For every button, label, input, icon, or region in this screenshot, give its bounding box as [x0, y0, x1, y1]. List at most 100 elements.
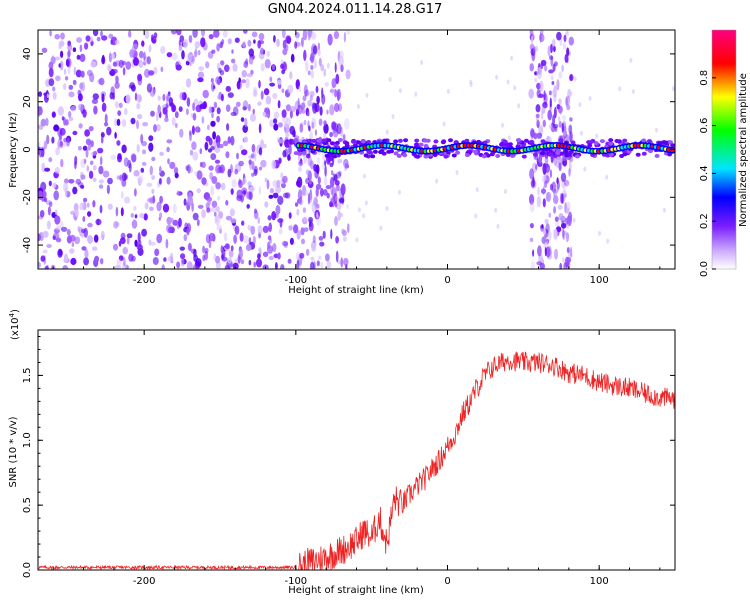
burst-speck	[553, 45, 556, 53]
noise-speck	[188, 35, 193, 43]
noise-speck	[202, 89, 209, 99]
noise-speck	[277, 195, 284, 205]
noise-speck	[55, 225, 61, 231]
burst-speck	[567, 88, 572, 99]
noise-speck	[257, 217, 261, 224]
burst-speck	[326, 109, 329, 115]
noise-speck	[100, 258, 104, 265]
burst-speck	[549, 169, 553, 179]
noise-speck	[162, 203, 170, 213]
noise-speck	[146, 56, 151, 65]
burst-speck	[540, 30, 544, 36]
noise-speck	[137, 177, 142, 186]
noise-speck	[92, 165, 97, 171]
faint-speck	[435, 178, 439, 184]
burst-speck	[559, 262, 563, 269]
noise-speck	[216, 115, 221, 123]
burst-speck	[302, 95, 307, 102]
noise-speck	[267, 215, 272, 221]
noise-speck	[143, 213, 148, 221]
noise-speck	[196, 188, 201, 194]
burst-speck	[552, 39, 556, 47]
burst-speck	[561, 223, 567, 229]
noise-speck	[86, 165, 90, 172]
heatmap-x-tick-label: -200	[133, 275, 156, 286]
noise-speck	[186, 108, 189, 116]
burst-speck	[302, 207, 306, 213]
noise-speck	[46, 220, 52, 230]
noise-speck	[57, 140, 61, 150]
noise-speck	[38, 233, 42, 242]
noise-speck	[45, 264, 49, 269]
burst-speck	[320, 187, 324, 197]
snr-x-tick-label: -200	[133, 576, 156, 587]
noise-speck	[146, 83, 152, 93]
burst-speck	[536, 114, 539, 125]
noise-speck	[214, 159, 221, 164]
noise-speck	[251, 160, 255, 171]
band-speck	[510, 153, 516, 158]
burst-speck	[323, 120, 327, 126]
noise-speck	[156, 124, 161, 132]
noise-speck	[68, 179, 75, 184]
burst-speck	[529, 223, 534, 229]
noise-speck	[116, 118, 121, 126]
faint-speck	[631, 89, 635, 95]
noise-speck	[92, 93, 100, 100]
burst-speck	[529, 63, 534, 72]
noise-speck	[69, 234, 76, 242]
noise-speck	[60, 50, 64, 58]
burst-speck	[309, 90, 315, 97]
burst-speck	[295, 252, 301, 261]
noise-speck	[258, 247, 262, 253]
noise-speck	[112, 69, 118, 74]
burst-speck	[331, 121, 337, 131]
band-speck	[448, 138, 453, 143]
noise-speck	[55, 147, 60, 156]
noise-speck	[260, 47, 264, 55]
band-speck	[608, 138, 614, 143]
faint-speck	[475, 187, 479, 193]
noise-speck	[208, 106, 213, 114]
noise-speck	[247, 103, 251, 112]
faint-speck	[362, 173, 366, 179]
snr-y-tick-label: 1.5	[22, 367, 33, 383]
noise-speck	[49, 30, 52, 37]
noise-speck	[281, 88, 285, 93]
noise-speck	[253, 86, 258, 94]
burst-speck	[310, 69, 315, 79]
noise-speck	[130, 213, 134, 218]
noise-speck	[231, 58, 236, 64]
noise-speck	[227, 168, 232, 178]
noise-speck	[192, 212, 199, 221]
noise-speck	[52, 92, 57, 100]
noise-speck	[278, 228, 283, 235]
band-speck	[344, 141, 350, 146]
noise-speck	[118, 255, 124, 262]
noise-speck	[107, 65, 112, 72]
noise-speck	[136, 102, 141, 110]
snr-x-label: Height of straight line (km)	[288, 585, 424, 596]
noise-speck	[156, 112, 159, 122]
burst-speck	[337, 210, 341, 222]
noise-speck	[166, 139, 173, 144]
heatmap-y-label: Frequency (Hz)	[8, 112, 19, 188]
burst-speck	[536, 196, 542, 208]
burst-speck	[315, 164, 320, 175]
burst-speck	[340, 257, 344, 268]
band-speck	[311, 138, 317, 143]
burst-speck	[563, 34, 567, 42]
noise-speck	[224, 243, 230, 250]
noise-speck	[153, 66, 158, 75]
noise-speck	[60, 32, 65, 40]
noise-speck	[170, 252, 174, 261]
noise-speck	[152, 257, 159, 265]
noise-speck	[282, 48, 288, 56]
noise-speck	[78, 93, 83, 102]
band-speck	[423, 154, 429, 159]
burst-speck	[333, 31, 339, 39]
noise-speck	[80, 184, 85, 189]
burst-speck	[548, 212, 552, 218]
burst-speck	[541, 106, 546, 114]
noise-speck	[202, 254, 206, 262]
